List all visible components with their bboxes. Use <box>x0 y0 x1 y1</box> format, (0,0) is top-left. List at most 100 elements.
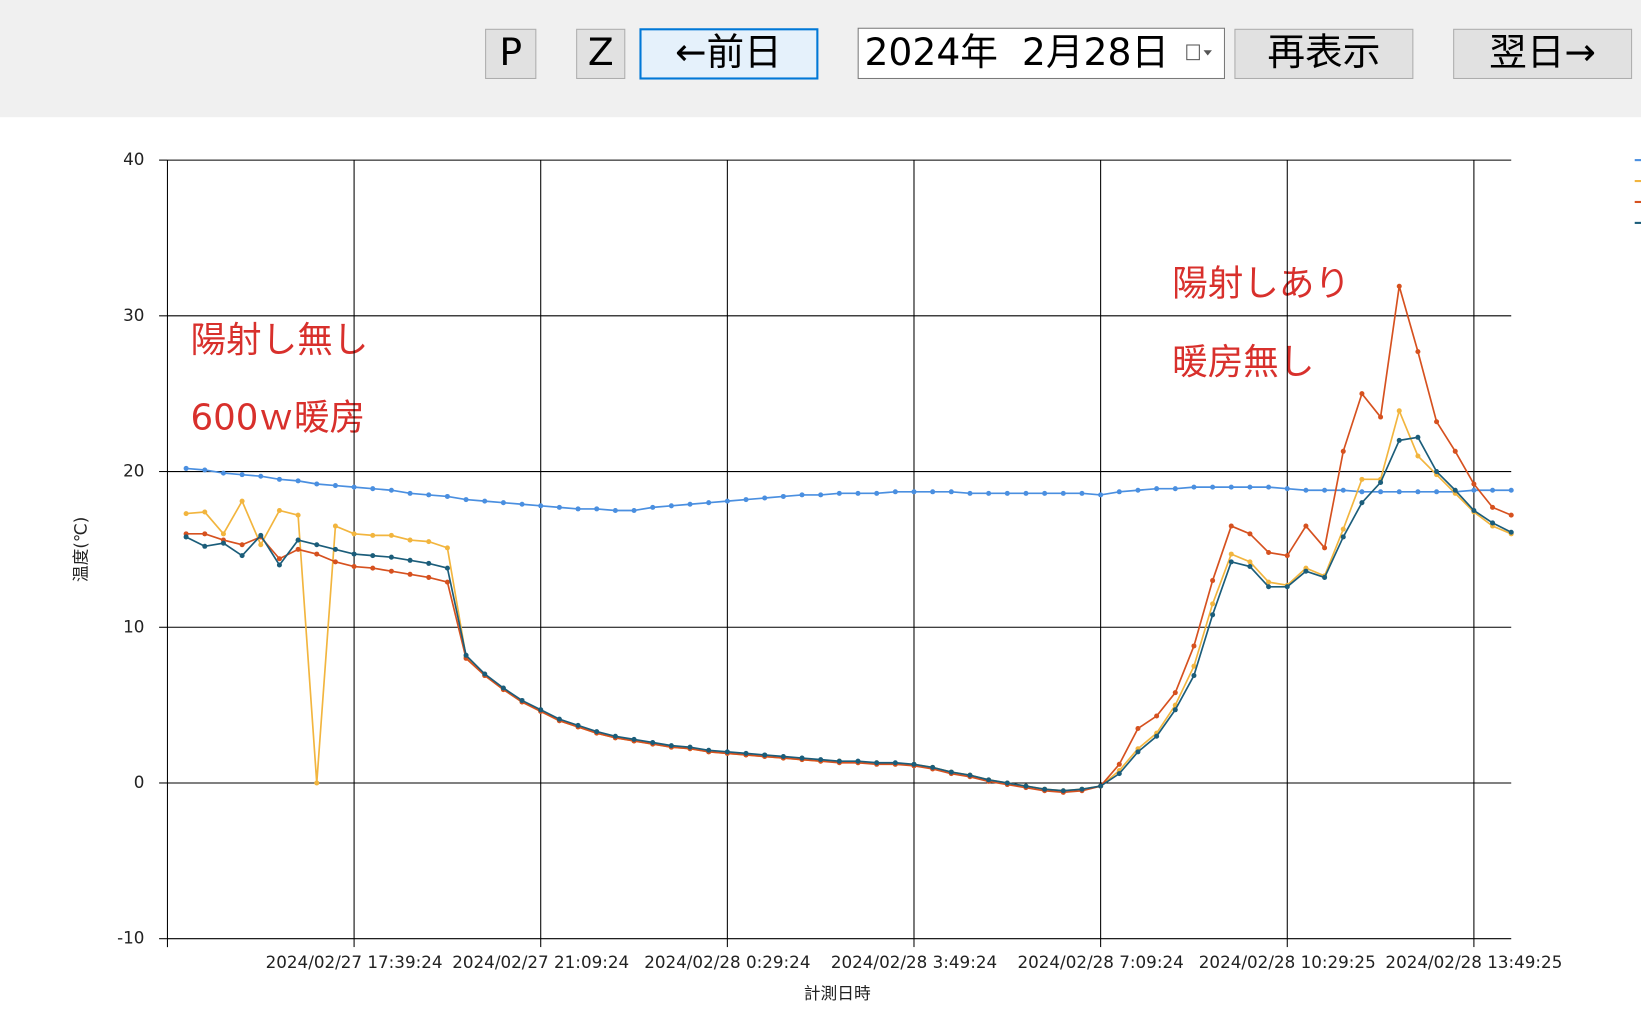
series-line <box>186 408 1512 792</box>
data-point <box>724 749 730 755</box>
data-point <box>426 539 432 545</box>
date-field[interactable] <box>857 27 1225 80</box>
data-point <box>892 760 898 766</box>
data-point <box>482 498 488 504</box>
date-picker[interactable]: 2024年 2月28日 <box>857 27 1225 80</box>
calendar-icon[interactable] <box>1186 44 1200 61</box>
data-point <box>1340 526 1346 532</box>
data-point <box>911 761 917 767</box>
data-point <box>183 511 189 517</box>
data-point <box>314 481 320 487</box>
data-point <box>1471 487 1477 493</box>
button-refresh[interactable]: 再表示 <box>1234 28 1414 80</box>
data-point <box>407 557 413 563</box>
x-axis-title: 計測日時 <box>804 983 871 1003</box>
data-point <box>407 490 413 496</box>
data-point <box>370 532 376 538</box>
data-point <box>1452 487 1458 493</box>
y-axis-title: 温度(℃) <box>71 517 91 582</box>
data-point <box>668 743 674 749</box>
data-point <box>295 478 301 484</box>
button-z[interactable]: Z <box>576 28 626 80</box>
data-point <box>687 501 693 507</box>
data-point <box>1266 550 1272 556</box>
button-p[interactable]: P <box>485 28 537 80</box>
button-label[interactable]: P <box>499 30 522 74</box>
data-point <box>1322 545 1328 551</box>
data-point <box>1191 673 1197 679</box>
data-point <box>388 532 394 538</box>
data-point <box>1135 487 1141 493</box>
button-label[interactable]: 再表示 <box>1267 30 1380 74</box>
data-point <box>1079 786 1085 792</box>
data-point <box>239 553 245 559</box>
data-point <box>631 507 637 513</box>
data-point <box>1210 601 1216 607</box>
x-tick-label: 2024/02/28 3:49:24 <box>831 952 997 972</box>
data-point <box>220 470 226 476</box>
data-point <box>276 476 282 482</box>
data-point <box>220 531 226 537</box>
data-point <box>743 750 749 756</box>
data-point <box>1098 783 1104 789</box>
annotation: 陽射しあり <box>1172 264 1350 305</box>
button-frame[interactable] <box>576 28 626 80</box>
button-label[interactable]: Z <box>588 30 614 74</box>
annotation: 暖房無し <box>1172 342 1314 383</box>
button-label[interactable]: 翌日→ <box>1489 30 1596 74</box>
data-point <box>1322 487 1328 493</box>
data-point <box>276 556 282 562</box>
data-point <box>1434 489 1440 495</box>
data-point <box>1247 484 1253 490</box>
data-point <box>276 562 282 568</box>
data-point <box>351 564 357 570</box>
data-point <box>911 489 917 495</box>
data-point <box>1266 584 1272 590</box>
data-point <box>519 501 525 507</box>
button-frame[interactable] <box>1234 28 1414 80</box>
data-point <box>1191 643 1197 649</box>
data-point <box>762 752 768 758</box>
data-point <box>1172 486 1178 492</box>
chart: 計測日時 温度(℃) 陽射し無し 600ｗ暖房 陽射しあり 暖房無し -10 0 1… <box>71 149 1641 1003</box>
data-point <box>538 503 544 509</box>
data-point <box>463 652 469 658</box>
data-point <box>1135 749 1141 755</box>
data-point <box>1490 504 1496 510</box>
dropdown-arrow[interactable] <box>1203 50 1212 56</box>
data-point <box>1434 419 1440 425</box>
data-point <box>855 758 861 764</box>
data-point <box>1210 484 1216 490</box>
date-text[interactable]: 2024年 2月28日 <box>864 30 1169 74</box>
data-point <box>1172 707 1178 713</box>
data-point <box>1303 568 1309 574</box>
button-next[interactable]: 翌日→ <box>1453 28 1633 80</box>
data-point <box>1490 487 1496 493</box>
data-point <box>239 472 245 478</box>
data-point <box>351 551 357 557</box>
data-point <box>706 500 712 506</box>
data-point <box>1396 489 1402 495</box>
data-point <box>762 495 768 501</box>
button-frame[interactable] <box>485 28 537 80</box>
y-tick-label: 20 <box>123 461 144 481</box>
data-point <box>948 489 954 495</box>
series-line <box>186 286 1512 794</box>
data-point <box>1228 551 1234 557</box>
data-point <box>780 753 786 760</box>
button-prev[interactable]: ←前日 <box>639 28 819 80</box>
data-point <box>500 685 506 691</box>
button-frame[interactable] <box>639 28 819 80</box>
data-point <box>1284 553 1290 559</box>
data-point <box>1116 771 1122 777</box>
data-point <box>575 506 581 512</box>
data-point <box>444 579 450 585</box>
button-frame[interactable] <box>1453 28 1633 80</box>
button-label[interactable]: ←前日 <box>675 30 782 74</box>
data-point <box>1191 663 1197 669</box>
data-point <box>874 760 880 766</box>
data-point <box>556 504 562 510</box>
data-point <box>612 507 618 513</box>
data-point <box>575 722 581 728</box>
data-point <box>1284 486 1290 492</box>
